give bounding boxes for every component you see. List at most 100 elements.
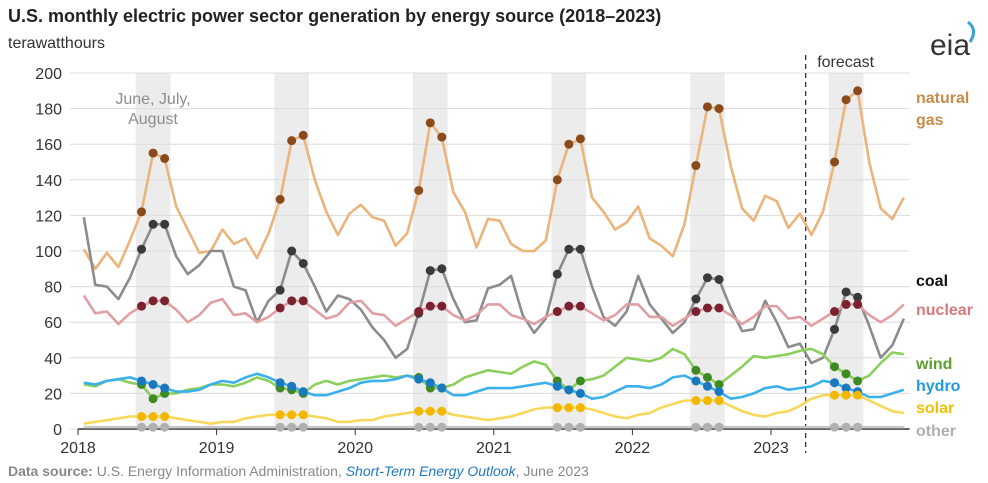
y-tick-label: 20 bbox=[44, 386, 62, 403]
y-tick-label: 120 bbox=[35, 208, 62, 225]
y-axis-label: terawatthours bbox=[8, 35, 105, 52]
summer-marker bbox=[830, 378, 840, 388]
annotation-line: August bbox=[128, 111, 178, 128]
summer-marker bbox=[830, 307, 840, 317]
summer-marker bbox=[148, 380, 158, 389]
x-tick-label: 2022 bbox=[615, 440, 651, 457]
summer-marker bbox=[552, 307, 562, 317]
legend-label: hydro bbox=[916, 378, 961, 395]
summer-marker bbox=[691, 294, 701, 304]
summer-marker bbox=[714, 387, 724, 397]
summer-marker bbox=[275, 285, 285, 295]
summer-marker bbox=[691, 365, 701, 375]
summer-marker bbox=[853, 292, 863, 302]
summer-marker bbox=[841, 287, 851, 297]
summer-marker bbox=[437, 301, 447, 311]
summer-marker bbox=[137, 422, 147, 432]
summer-marker bbox=[287, 296, 297, 306]
summer-marker bbox=[830, 362, 840, 372]
summer-marker bbox=[702, 273, 712, 283]
source-link[interactable]: Short-Term Energy Outlook bbox=[346, 463, 517, 479]
summer-marker bbox=[287, 410, 297, 420]
summer-marker bbox=[702, 102, 712, 112]
summer-marker bbox=[137, 412, 147, 422]
summer-marker bbox=[564, 139, 574, 149]
summer-marker bbox=[148, 219, 158, 229]
summer-marker bbox=[425, 406, 435, 416]
legend-label: other bbox=[916, 423, 956, 440]
summer-marker bbox=[298, 258, 308, 268]
summer-marker bbox=[137, 244, 147, 254]
summer-marker bbox=[298, 410, 308, 420]
summer-marker bbox=[148, 148, 158, 158]
logo-swoosh bbox=[966, 20, 975, 43]
summer-marker bbox=[287, 246, 297, 256]
x-tick-label: 2019 bbox=[199, 440, 235, 457]
summer-marker bbox=[160, 153, 170, 163]
source: Data source: U.S. Energy Information Adm… bbox=[8, 463, 589, 479]
summer-marker bbox=[702, 396, 712, 406]
summer-marker bbox=[298, 422, 308, 432]
summer-marker bbox=[148, 412, 158, 422]
y-tick-label: 80 bbox=[44, 280, 62, 297]
summer-marker bbox=[841, 390, 851, 400]
summer-marker bbox=[575, 403, 585, 413]
forecast-label: forecast bbox=[817, 54, 874, 71]
summer-marker bbox=[275, 194, 285, 204]
summer-marker bbox=[575, 134, 585, 144]
x-tick-label: 2020 bbox=[337, 440, 373, 457]
summer-marker bbox=[830, 324, 840, 334]
summer-marker bbox=[552, 381, 562, 391]
summer-marker bbox=[830, 157, 840, 167]
summer-marker bbox=[853, 86, 863, 96]
summer-marker bbox=[564, 301, 574, 311]
summer-marker bbox=[714, 104, 724, 114]
summer-marker bbox=[275, 422, 285, 432]
summer-marker bbox=[853, 390, 863, 400]
summer-marker bbox=[425, 118, 435, 128]
summer-marker bbox=[160, 296, 170, 306]
summer-marker bbox=[552, 269, 562, 279]
summer-marker bbox=[575, 422, 585, 432]
summer-marker bbox=[148, 422, 158, 432]
summer-marker bbox=[714, 303, 724, 313]
summer-marker bbox=[564, 385, 574, 395]
summer-marker bbox=[702, 372, 712, 382]
summer-marker bbox=[702, 381, 712, 391]
summer-marker bbox=[841, 383, 851, 393]
summer-marker bbox=[691, 422, 701, 432]
annotation: June, July, August bbox=[115, 91, 190, 128]
summer-marker bbox=[160, 412, 170, 422]
summer-marker bbox=[298, 130, 308, 140]
summer-marker bbox=[414, 185, 424, 195]
summer-marker bbox=[564, 422, 574, 432]
summer-marker bbox=[414, 422, 424, 432]
y-tick-label: 40 bbox=[44, 351, 62, 368]
y-tick-label: 60 bbox=[44, 315, 62, 332]
y-tick-label: 160 bbox=[35, 137, 62, 154]
summer-marker bbox=[298, 296, 308, 306]
logo: eia bbox=[930, 29, 970, 62]
series-line bbox=[83, 393, 905, 425]
y-tick-label: 100 bbox=[35, 244, 62, 261]
summer-marker bbox=[287, 422, 297, 432]
summer-marker bbox=[160, 383, 170, 393]
summer-marker bbox=[437, 264, 447, 274]
summer-marker bbox=[275, 303, 285, 313]
summer-marker bbox=[830, 390, 840, 400]
summer-marker bbox=[552, 403, 562, 413]
summer-marker bbox=[414, 374, 424, 384]
summer-marker bbox=[137, 207, 147, 217]
summer-marker bbox=[575, 301, 585, 311]
summer-marker bbox=[275, 378, 285, 388]
summer-marker bbox=[702, 303, 712, 313]
x-tick-label: 2018 bbox=[60, 440, 96, 457]
summer-marker bbox=[853, 376, 863, 386]
summer-marker bbox=[714, 396, 724, 406]
summer-marker bbox=[564, 244, 574, 254]
summer-marker bbox=[702, 422, 712, 432]
summer-marker bbox=[298, 387, 308, 397]
summer-marker bbox=[691, 161, 701, 171]
